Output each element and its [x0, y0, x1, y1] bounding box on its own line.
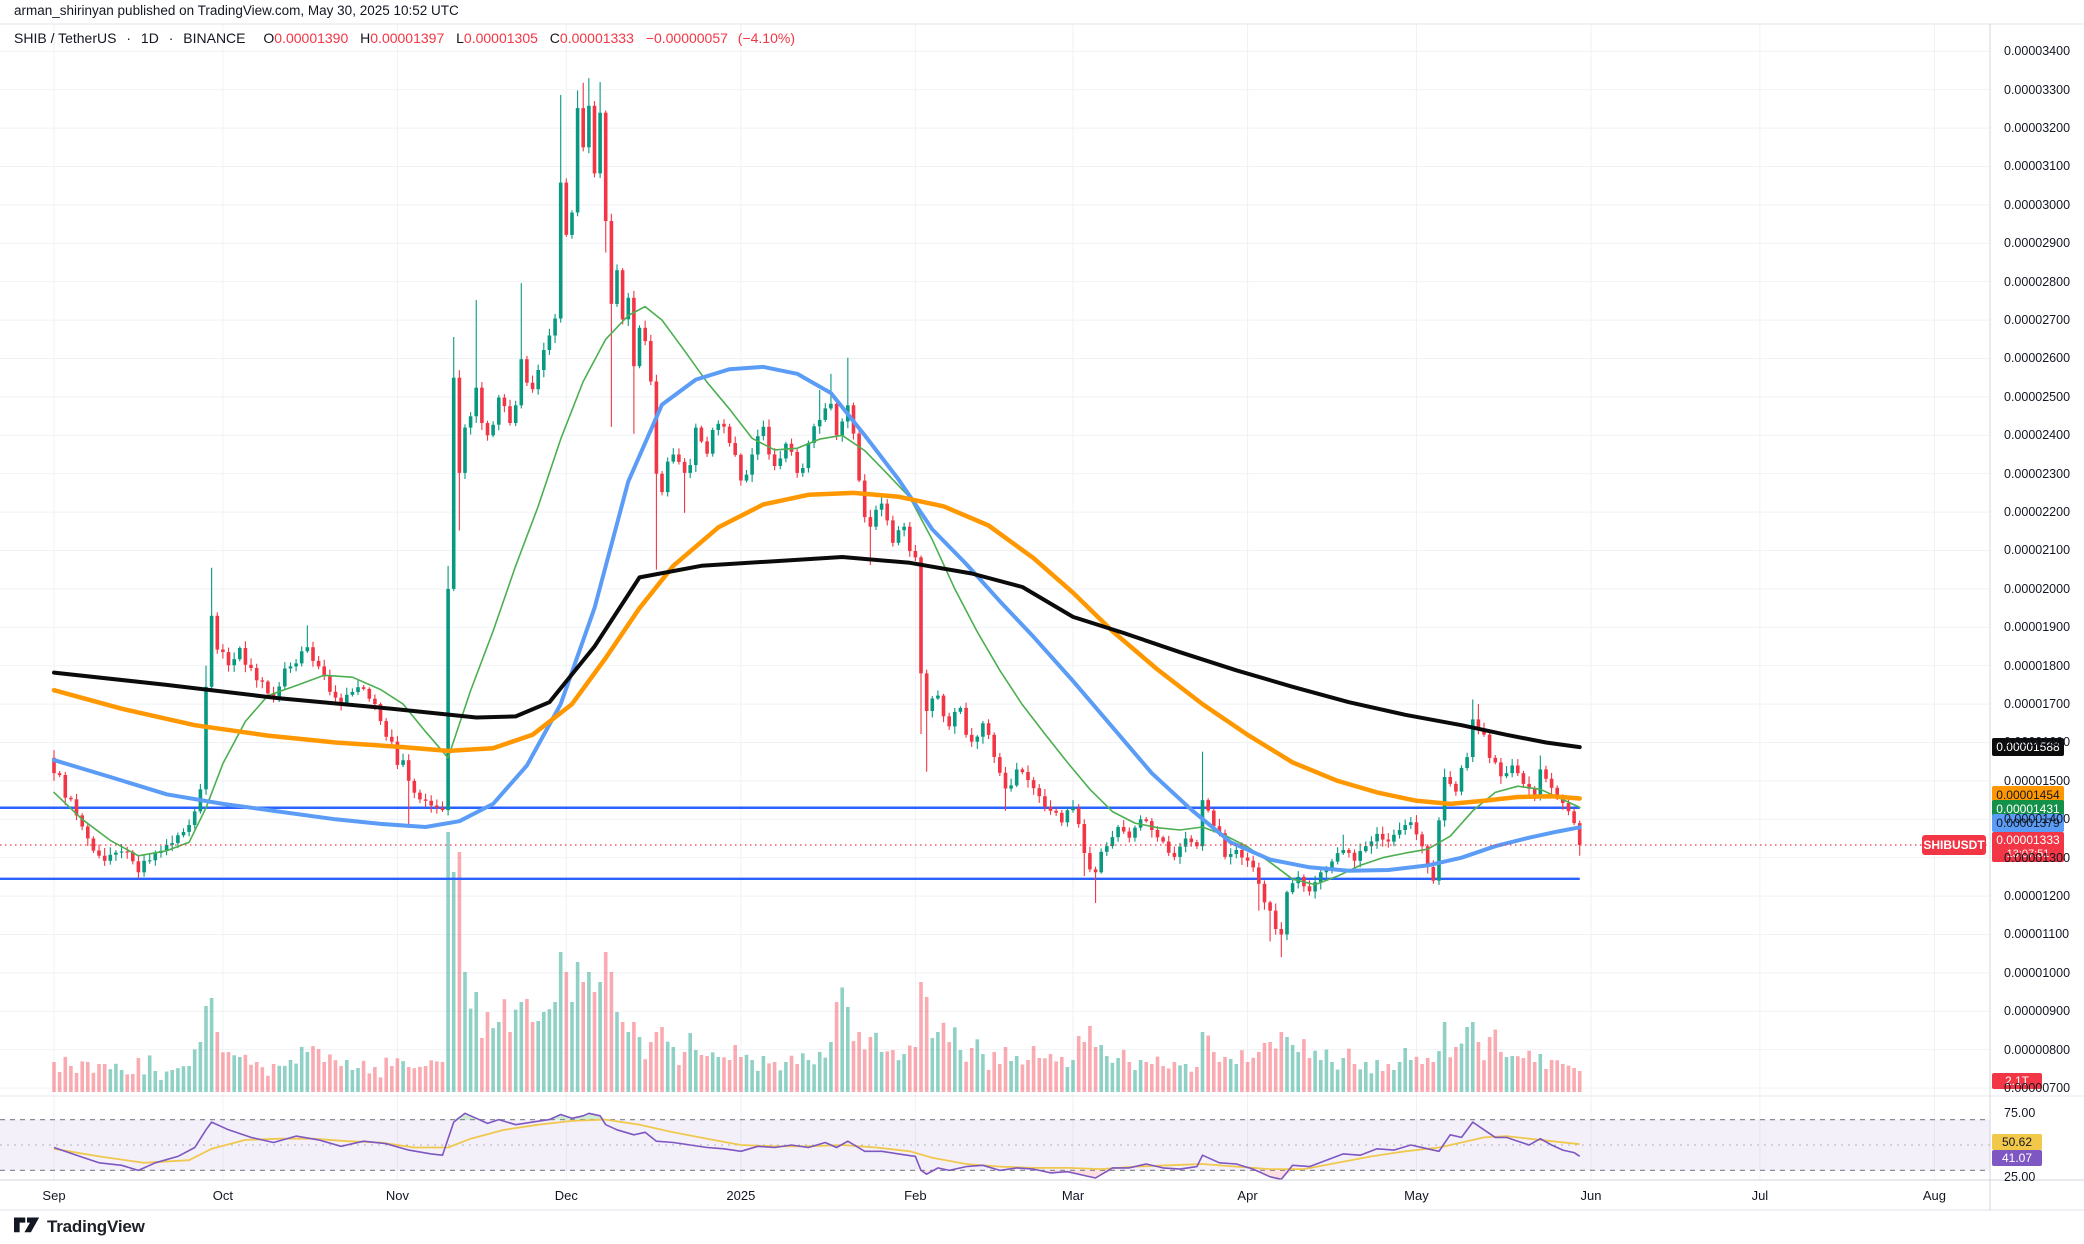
price-axis-label: 0.00000700 [2004, 1081, 2071, 1096]
time-axis-label: Nov [385, 1188, 409, 1203]
rsi-value-badge: 41.07 [1992, 1150, 2042, 1167]
time-axis-label: Feb [904, 1188, 927, 1203]
low-label: L [456, 30, 464, 46]
rsi-axis-label: 25.00 [2004, 1169, 2036, 1184]
price-axis-label: 0.00002900 [2004, 236, 2071, 251]
price-axis-label: 0.00001500 [2004, 773, 2071, 788]
price-axis-label: 0.00002600 [2004, 351, 2071, 366]
price-axis-label: 0.00001800 [2004, 658, 2071, 673]
price-axis-label: 0.00002300 [2004, 466, 2071, 481]
tradingview-logo-text: TradingView [47, 1217, 145, 1236]
price-axis-label: 0.00001700 [2004, 697, 2071, 712]
symbol-title[interactable]: SHIB / TetherUS [14, 30, 117, 46]
exchange-label: BINANCE [183, 30, 246, 46]
price-axis-label: 0.00002700 [2004, 313, 2071, 328]
price-axis-label: 0.00002000 [2004, 581, 2071, 596]
tradingview-logo-icon [14, 1217, 40, 1233]
price-axis-label: 0.00001000 [2004, 965, 2071, 980]
time-axis-label: Jun [1580, 1188, 1602, 1203]
separator-dot: · [168, 30, 174, 46]
price-axis-label: 0.00002100 [2004, 543, 2071, 558]
ma200-price-badge: 0.00001588 [1992, 738, 2064, 757]
high-value: 0.00001397 [370, 30, 445, 46]
price-axis-label: 0.00002400 [2004, 428, 2071, 443]
symbol-label-text: SHIBUSDT [1923, 838, 1985, 852]
change-percent: (−4.10%) [737, 30, 795, 46]
price-axis-label: 0.00003100 [2004, 159, 2071, 174]
price-axis-label: 0.00001400 [2004, 812, 2071, 827]
price-axis-label: 0.00000800 [2004, 1042, 2071, 1057]
symbol-info-bar: SHIB / TetherUS · 1D · BINANCE O0.000013… [14, 30, 795, 46]
time-axis-label: 2025 [726, 1188, 756, 1203]
tradingview-brand[interactable]: TradingView [14, 1216, 145, 1238]
open-label: O [263, 30, 275, 46]
open-value: 0.00001390 [274, 30, 349, 46]
ma100-price-badge: 0.00001454 [1992, 785, 2064, 804]
bar-countdown: 13:07:51 [2006, 848, 2050, 860]
rsi-ma-badge: 50.62 [1992, 1134, 2042, 1151]
time-axis-label: May [1404, 1188, 1429, 1203]
last-price-value: 0.00001333 [1996, 833, 2060, 847]
ma-short-price-badge: 0.00001431 [1992, 800, 2064, 819]
ma50-price-badge: 0.00001379 [1992, 814, 2064, 833]
symbol-price-label: SHIBUSDT [1922, 835, 1986, 855]
time-axis-label: Jul [1751, 1188, 1769, 1203]
price-axis-label: 0.00003000 [2004, 197, 2071, 212]
high-label: H [360, 30, 371, 46]
price-axis-label: 0.00002200 [2004, 505, 2071, 520]
price-axis-label: 0.00001200 [2004, 889, 2071, 904]
price-axis-label: 0.00002800 [2004, 274, 2071, 289]
price-axis-label: 0.00001300 [2004, 850, 2071, 865]
publication-text: arman_shirinyan published on TradingView… [14, 3, 459, 18]
rsi-axis-label: 75.00 [2004, 1106, 2036, 1121]
time-axis-label: Mar [1061, 1188, 1085, 1203]
price-axis-label: 0.00003200 [2004, 121, 2071, 136]
price-axis-label: 0.00001900 [2004, 620, 2071, 635]
price-axis-label: 0.00002500 [2004, 389, 2071, 404]
price-axis-label: 0.00003400 [2004, 44, 2071, 59]
price-axis-label: 0.00001100 [2004, 927, 2070, 942]
separator-dot: · [126, 30, 132, 46]
low-value: 0.00001305 [463, 30, 538, 46]
price-axis-label: 0.00000900 [2004, 1004, 2071, 1019]
close-label: C [549, 30, 560, 46]
change-value: −0.00000057 [645, 30, 728, 46]
time-axis-label: Apr [1237, 1188, 1258, 1203]
interval-label[interactable]: 1D [140, 30, 159, 46]
time-axis-label: Dec [554, 1188, 578, 1203]
volume-badge: 2.1T [1992, 1073, 2042, 1089]
close-value: 0.00001333 [559, 30, 634, 46]
last-price-badge: 0.00001333 13:07:51 [1992, 832, 2064, 862]
time-axis-label: Oct [212, 1188, 234, 1203]
publication-header: arman_shirinyan published on TradingView… [14, 3, 459, 18]
time-axis[interactable] [0, 1180, 1990, 1210]
price-axis-label: 0.00001600 [2004, 735, 2071, 750]
price-axis-label: 0.00003300 [2004, 82, 2071, 97]
time-axis-label: Aug [1922, 1188, 1946, 1203]
time-axis-label: Sep [42, 1188, 66, 1203]
